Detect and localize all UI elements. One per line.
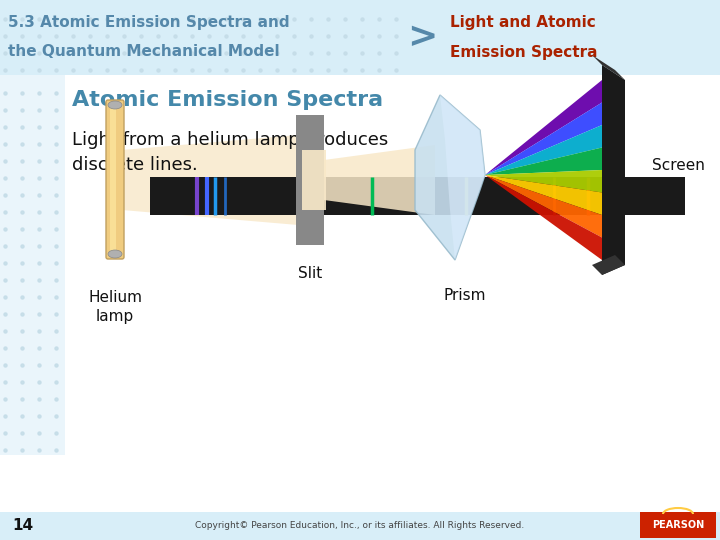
Polygon shape (440, 95, 485, 260)
Text: discrete lines.: discrete lines. (72, 156, 198, 174)
Text: 5.3 Atomic Emission Spectra and: 5.3 Atomic Emission Spectra and (8, 15, 289, 30)
Bar (0, 75, 65, 455)
Polygon shape (485, 103, 602, 175)
Text: Copyright© Pearson Education, Inc., or its affiliates. All Rights Reserved.: Copyright© Pearson Education, Inc., or i… (195, 522, 525, 530)
Bar (0, 75, 720, 540)
Text: Light from a helium lamp produces: Light from a helium lamp produces (72, 131, 388, 149)
Polygon shape (485, 175, 602, 238)
Polygon shape (485, 80, 602, 175)
Polygon shape (592, 255, 625, 275)
Bar (296, 115, 324, 245)
Text: the Quantum Mechanical Model: the Quantum Mechanical Model (8, 44, 279, 59)
Polygon shape (485, 175, 602, 215)
Polygon shape (415, 95, 485, 260)
Bar (302, 150, 326, 210)
Polygon shape (485, 170, 602, 192)
Text: 14: 14 (12, 518, 33, 534)
Text: >: > (407, 20, 437, 54)
FancyBboxPatch shape (106, 100, 124, 259)
Text: Screen: Screen (652, 158, 704, 172)
Polygon shape (602, 65, 625, 275)
FancyBboxPatch shape (640, 512, 716, 538)
Bar (0, 0, 720, 75)
Ellipse shape (108, 250, 122, 258)
Text: Prism: Prism (444, 287, 486, 302)
Ellipse shape (108, 101, 122, 109)
Bar (0, 75, 720, 90)
Polygon shape (485, 125, 602, 175)
Text: Atomic Emission Spectra: Atomic Emission Spectra (72, 90, 383, 110)
Polygon shape (122, 135, 298, 225)
Polygon shape (485, 175, 602, 260)
Text: Helium
lamp: Helium lamp (88, 290, 142, 324)
FancyBboxPatch shape (110, 106, 116, 253)
Text: PEARSON: PEARSON (652, 520, 704, 530)
Bar (0, 512, 720, 540)
Text: Light and Atomic: Light and Atomic (450, 15, 595, 30)
Text: Emission Spectra: Emission Spectra (450, 44, 598, 59)
Polygon shape (324, 145, 435, 215)
Polygon shape (485, 147, 602, 175)
Bar (150, 177, 685, 215)
Text: Slit: Slit (298, 266, 322, 280)
Polygon shape (592, 55, 625, 80)
